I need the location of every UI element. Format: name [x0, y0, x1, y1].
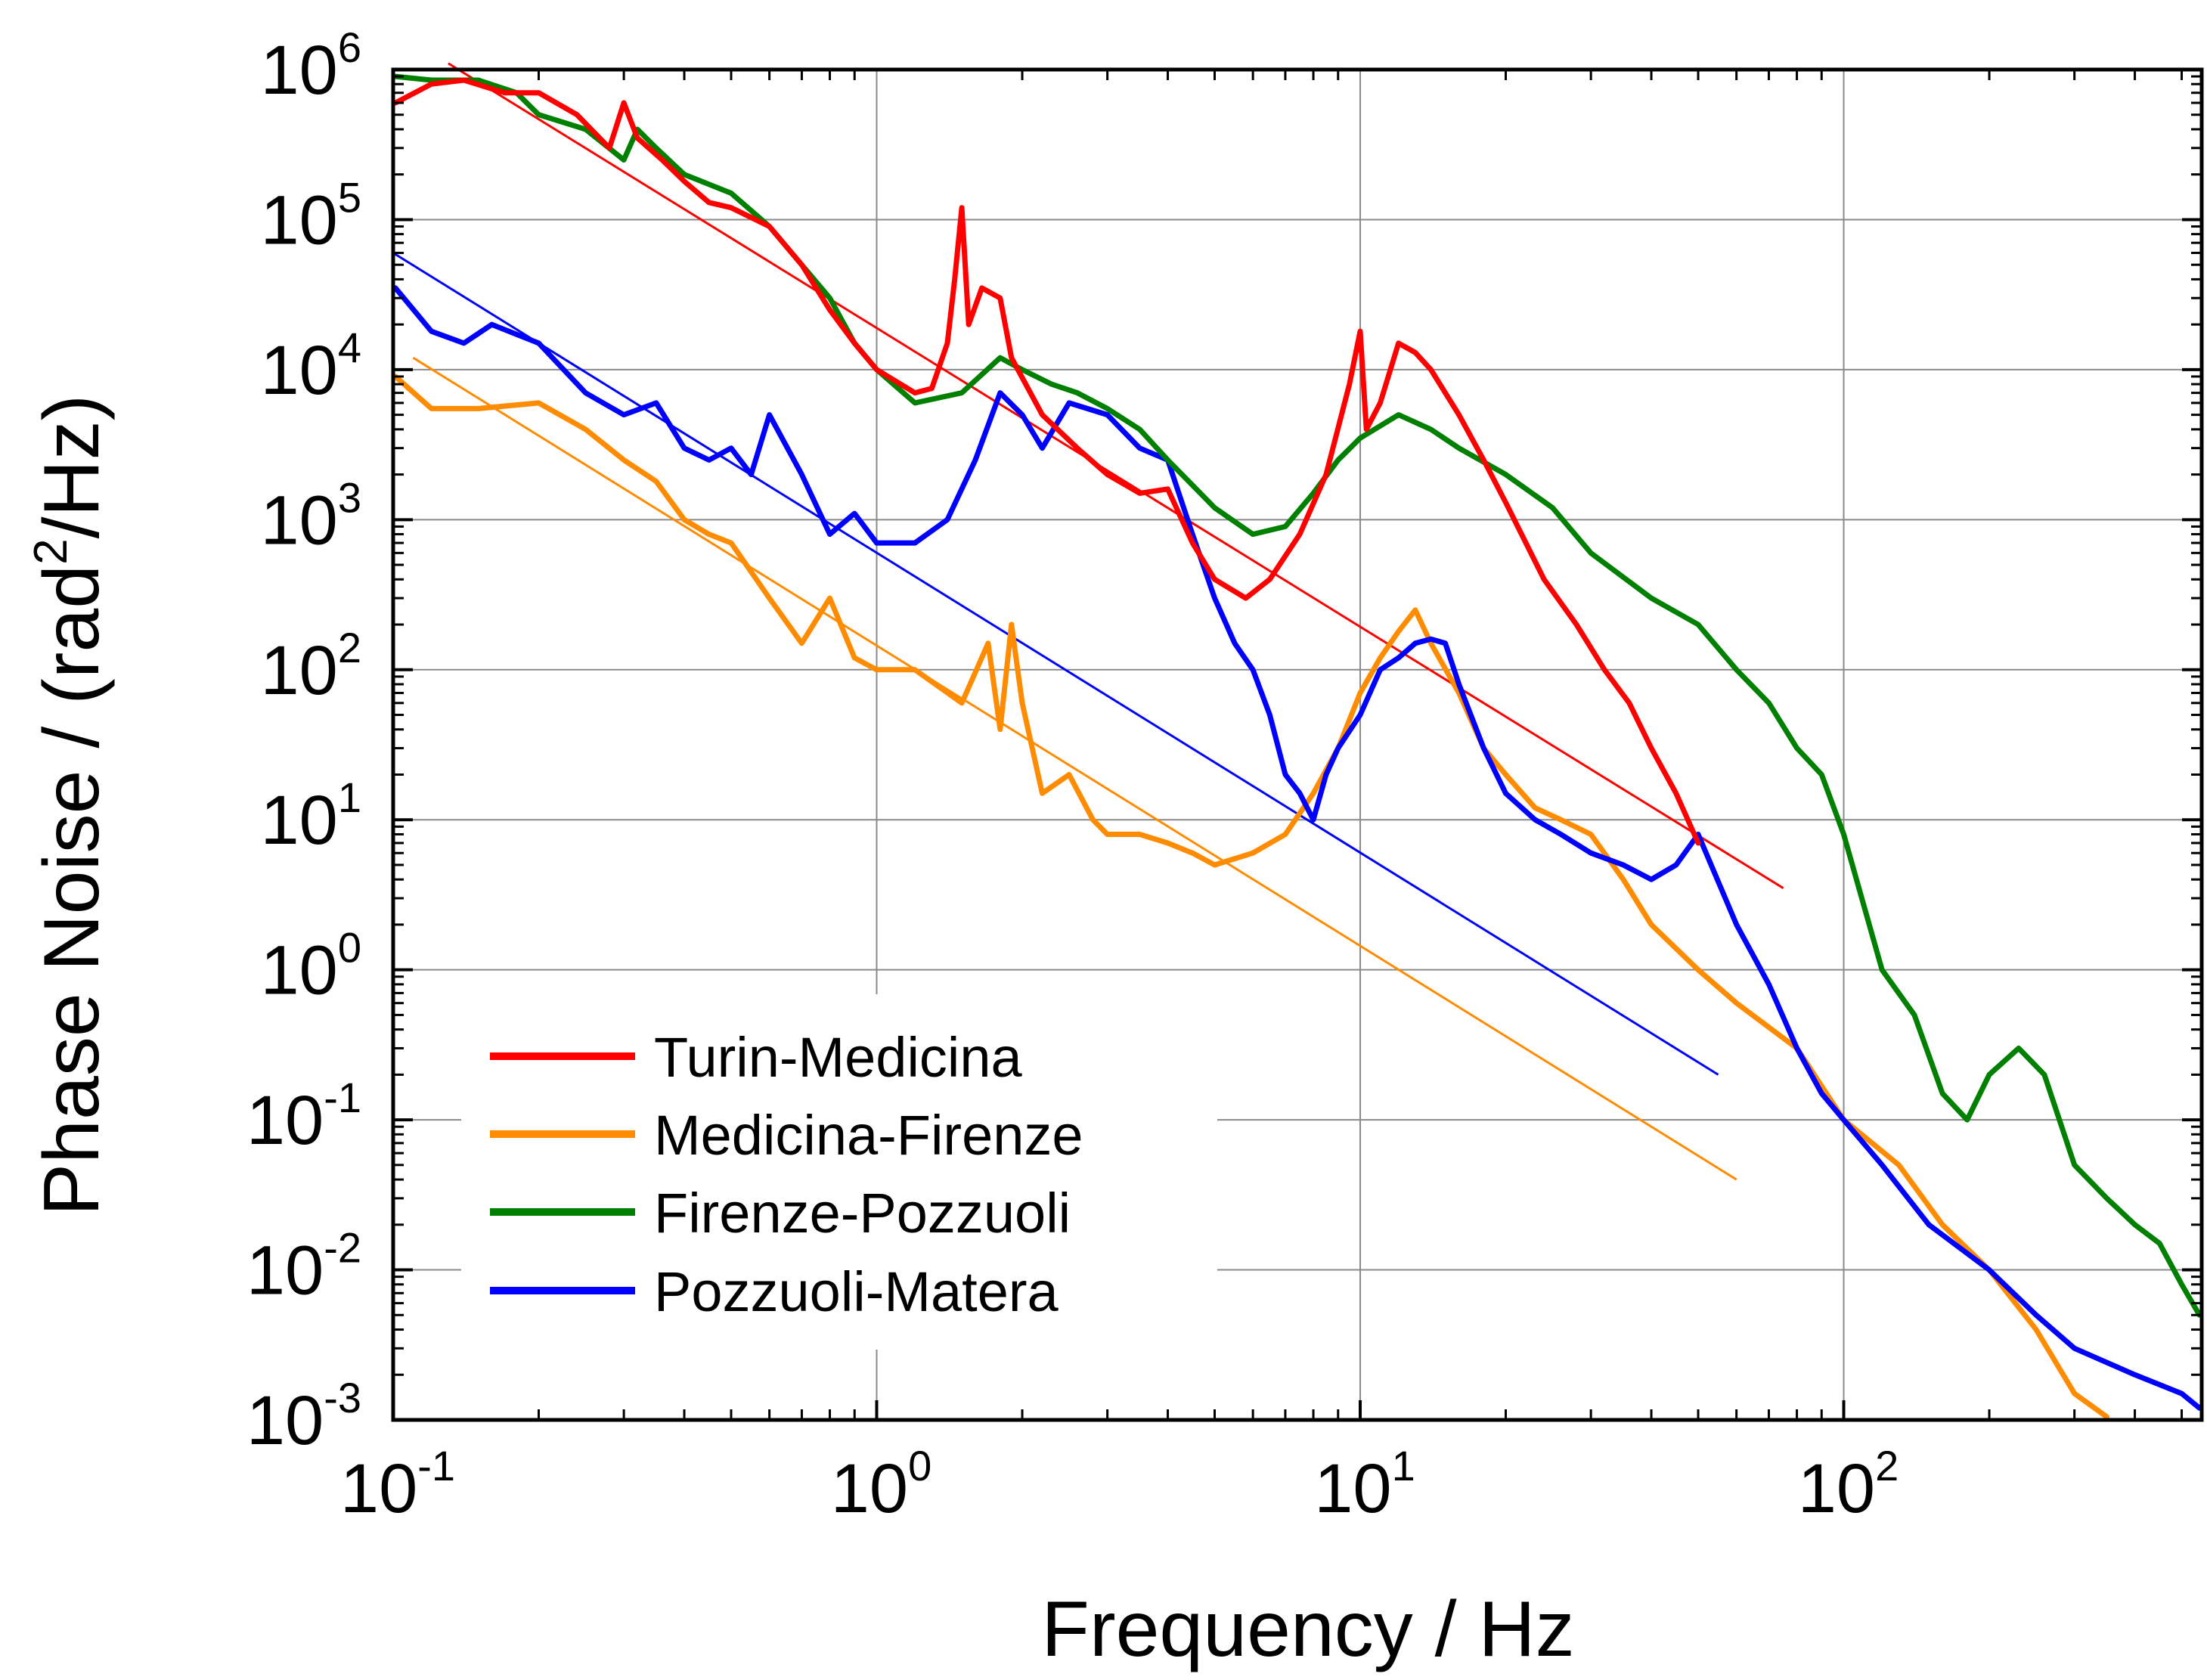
y-tick-base: 10 — [261, 32, 338, 109]
fit-lines — [392, 62, 1784, 1181]
legend-item-medicina-firenze: Medicina-Firenze — [490, 1104, 1083, 1167]
y-tick-base: 10 — [261, 932, 338, 1009]
y-tick-exp: 4 — [338, 324, 361, 371]
series-medicina-firenze — [392, 374, 2109, 1420]
y-tick-label: 10-1 — [246, 1074, 361, 1159]
y-axis-title-main: Phase Noise / (rad — [28, 565, 116, 1216]
legend-item-firenze-pozzuoli: Firenze-Pozzuoli — [490, 1182, 1071, 1245]
y-tick-exp: 5 — [338, 173, 361, 221]
x-tick-exp: 1 — [1392, 1442, 1415, 1489]
y-tick-label: 102 — [261, 624, 362, 709]
y-tick-base: 10 — [246, 1382, 324, 1459]
series-pozzuoli-matera — [392, 285, 2202, 1411]
x-tick-base: 10 — [1314, 1450, 1391, 1527]
x-tick-labels: 10-1 100 101 102 — [340, 1442, 1899, 1527]
y-tick-exp: 3 — [338, 473, 361, 521]
series-lines — [392, 73, 2202, 1420]
y-tick-base: 10 — [246, 1232, 324, 1310]
x-tick-label: 101 — [1314, 1442, 1415, 1527]
y-axis-title: Phase Noise / (rad2/Hz) — [25, 395, 116, 1216]
y-tick-label: 103 — [261, 473, 362, 559]
fit-line — [412, 356, 1737, 1181]
series-firenze-pozzuoli — [392, 73, 2202, 1318]
y-tick-exp: 1 — [338, 773, 361, 821]
y-tick-exp: -2 — [324, 1224, 361, 1272]
x-tick-exp: 2 — [1875, 1442, 1899, 1489]
series-turin-medicina — [392, 77, 1701, 846]
y-tick-label: 105 — [261, 173, 362, 259]
y-tick-label: 104 — [261, 324, 362, 409]
y-tick-label: 10-3 — [246, 1374, 361, 1459]
y-tick-base: 10 — [261, 482, 338, 559]
x-tick-exp: -1 — [417, 1442, 455, 1489]
legend-label-firenze-pozzuoli: Firenze-Pozzuoli — [654, 1182, 1071, 1245]
y-tick-base: 10 — [246, 1082, 324, 1159]
legend-item-turin-medicina: Turin-Medicina — [490, 1026, 1022, 1089]
plot-frame — [391, 67, 2204, 1422]
x-tick-exp: 0 — [908, 1442, 931, 1489]
y-tick-base: 10 — [261, 181, 338, 259]
fit-line — [392, 252, 1719, 1076]
x-tick-label: 10-1 — [340, 1442, 455, 1527]
y-tick-base: 10 — [261, 332, 338, 409]
y-tick-exp: 0 — [338, 924, 361, 972]
legend: Turin-Medicina Medicina-Firenze Firenze-… — [461, 994, 1217, 1350]
legend-item-pozzuoli-matera: Pozzuoli-Matera — [490, 1260, 1059, 1323]
y-axis-title-exp: 2 — [25, 538, 77, 564]
x-axis-title: Frequency / Hz — [1041, 1585, 1574, 1673]
x-tick-label: 102 — [1798, 1442, 1899, 1527]
legend-label-turin-medicina: Turin-Medicina — [654, 1026, 1022, 1089]
x-tick-label: 100 — [831, 1442, 932, 1527]
y-tick-label: 10-2 — [246, 1224, 361, 1310]
legend-label-medicina-firenze: Medicina-Firenze — [654, 1104, 1083, 1167]
y-tick-exp: 6 — [338, 23, 361, 71]
y-tick-base: 10 — [261, 782, 338, 859]
y-tick-label: 100 — [261, 924, 362, 1009]
grid — [393, 70, 2202, 1420]
y-tick-label: 106 — [261, 23, 362, 109]
x-tick-base: 10 — [1798, 1450, 1875, 1527]
y-tick-label: 101 — [261, 773, 362, 859]
y-axis-title-unit: /Hz) — [28, 395, 116, 539]
y-tick-exp: -1 — [324, 1074, 361, 1121]
x-tick-base: 10 — [340, 1450, 417, 1527]
y-tick-base: 10 — [261, 632, 338, 709]
y-tick-exp: -3 — [324, 1374, 361, 1421]
x-tick-base: 10 — [831, 1450, 908, 1527]
y-tick-exp: 2 — [338, 624, 361, 671]
legend-label-pozzuoli-matera: Pozzuoli-Matera — [654, 1260, 1059, 1323]
fit-line — [448, 62, 1784, 889]
axis-ticks — [392, 68, 2202, 1421]
